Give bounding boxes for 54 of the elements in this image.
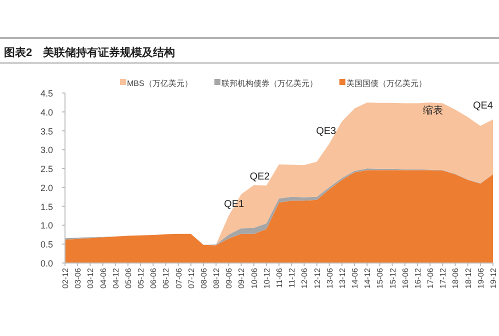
y-tick-label: 3.5 [40, 126, 53, 136]
y-tick-label: 2.5 [40, 164, 53, 174]
x-tick-label: 12-06 [300, 267, 310, 288]
x-tick-label: 09-12 [237, 267, 246, 288]
x-tick-label: 14-12 [363, 267, 372, 288]
x-tick-label: 16-06 [400, 267, 410, 288]
annotation: QE2 [250, 172, 270, 183]
x-tick-label: 11-12 [288, 267, 297, 288]
y-tick-label: 3.0 [40, 145, 53, 156]
x-tick-label: 08-12 [212, 267, 222, 288]
x-tick-label: 18-12 [464, 267, 473, 288]
x-tick-label: 15-06 [376, 267, 385, 288]
x-tick-label: 05-06 [124, 267, 133, 288]
x-tick-label: 19-12 [489, 267, 498, 288]
x-tick-label: 02-12 [61, 267, 70, 288]
annotation: 缩表 [423, 104, 444, 116]
y-tick-label: 2.0 [40, 182, 53, 193]
x-tick-label: 13-06 [325, 267, 334, 288]
x-tick-label: 16-12 [413, 267, 422, 288]
x-tick-label: 04-06 [98, 267, 108, 288]
x-tick-label: 07-06 [174, 267, 184, 288]
annotation: QE3 [316, 126, 337, 137]
x-tick-label: 15-12 [388, 267, 398, 288]
x-tick-label: 12-12 [312, 267, 322, 288]
chart-title: 图表2 美联储持有证券规模及结构 [4, 46, 176, 59]
x-tick-label: 18-06 [451, 267, 460, 288]
y-tick-label: 1.0 [40, 220, 53, 231]
x-tick-label: 06-12 [162, 267, 171, 288]
x-tick-label: 03-06 [74, 267, 83, 288]
x-tick-label: 14-06 [350, 267, 360, 288]
y-tick-label: 0.5 [40, 240, 53, 250]
x-tick-label: 17-12 [438, 267, 448, 288]
annotation: QE1 [224, 198, 244, 210]
y-tick-label: 4.0 [40, 107, 53, 118]
x-tick-label: 09-06 [224, 267, 234, 288]
x-tick-label: 06-06 [149, 267, 158, 288]
x-tick-label: 10-06 [250, 267, 259, 288]
x-tick-label: 04-12 [111, 267, 120, 288]
legend-label: 联邦机构债券（万亿美元） [221, 79, 318, 88]
x-tick-label: 17-06 [426, 267, 436, 288]
y-tick-label: 1.5 [40, 202, 53, 212]
legend-label: MBS（万亿美元） [127, 79, 192, 88]
x-tick-label: 07-12 [186, 267, 196, 288]
x-tick-label: 05-12 [136, 267, 146, 288]
x-tick-label: 13-12 [338, 267, 347, 288]
annotation: QE4 [472, 100, 494, 112]
x-tick-label: 11-06 [275, 267, 284, 288]
y-tick-label: 4.5 [40, 88, 53, 98]
x-tick-label: 10-12 [262, 267, 272, 288]
x-tick-label: 03-12 [86, 267, 96, 288]
x-tick-label: 19-06 [476, 267, 486, 288]
y-tick-label: 0.0 [40, 258, 53, 268]
x-tick-label: 08-06 [199, 267, 208, 288]
legend-label: 美国国债（万亿美元） [346, 79, 426, 88]
